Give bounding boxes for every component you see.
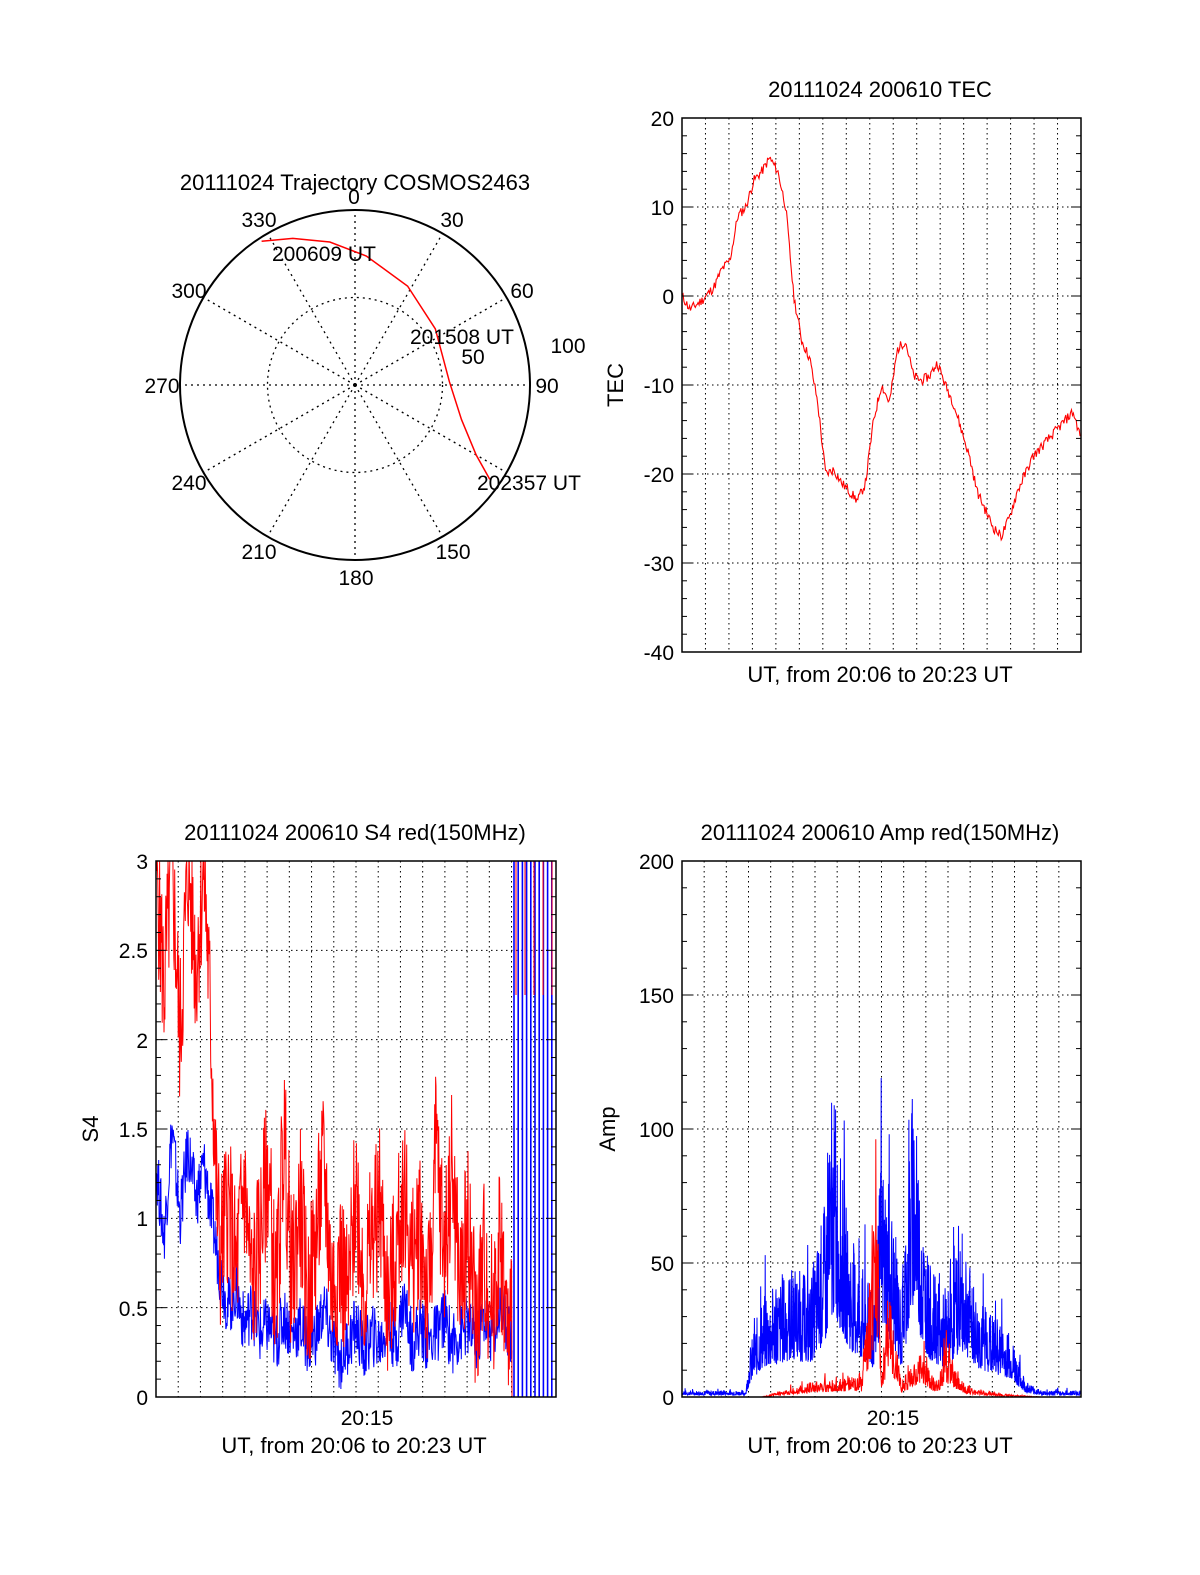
amp-ticks [682, 860, 1081, 1398]
amp-title: 20111024 200610 Amp red(150MHz) [701, 820, 1060, 845]
s4-ytick-3: 3 [136, 851, 148, 874]
polar-spoke-240 [203, 384, 356, 474]
amp-xlabel: UT, from 20:06 to 20:23 UT [747, 1433, 1012, 1458]
s4-ticks [156, 860, 556, 1398]
tec-ylabel: TEC [603, 363, 628, 407]
polar-spoke-30 [354, 233, 444, 386]
tec-ytick-neg40: -40 [644, 642, 674, 665]
s4-ytick-1: 1 [136, 1208, 148, 1231]
annotation-end-time: 202357 UT [477, 472, 581, 495]
azimuth-label-330: 330 [241, 209, 276, 232]
s4-end-stripes [513, 861, 553, 1397]
amp-series-group [681, 1077, 1082, 1399]
tec-ytick-0: 0 [662, 286, 674, 309]
s4-ytick-1.5: 1.5 [119, 1119, 148, 1142]
tec-xlabel: UT, from 20:06 to 20:23 UT [747, 662, 1012, 687]
polar-spoke-330 [266, 233, 356, 386]
azimuth-label-270: 270 [144, 375, 179, 398]
amp-xtick-2015: 20:15 [867, 1407, 920, 1430]
trajectory-polar-plot: 20111024 Trajectory COSMOS2463 0 30 60 9… [144, 170, 585, 590]
s4-series-0 [155, 860, 513, 1398]
amp-ytick-200: 200 [639, 851, 674, 874]
azimuth-label-60: 60 [510, 280, 533, 303]
annotation-mid-time: 201508 UT [410, 326, 514, 349]
s4-ytick-0.5: 0.5 [119, 1298, 148, 1321]
radial-label-100: 100 [550, 335, 585, 358]
s4-ytick-0: 0 [136, 1387, 148, 1410]
polar-spoke-150 [354, 384, 444, 537]
tec-ytick-neg10: -10 [644, 375, 674, 398]
s4-ytick-2.5: 2.5 [119, 940, 148, 963]
amp-ytick-150: 150 [639, 985, 674, 1008]
s4-series-1 [155, 1124, 513, 1390]
s4-xtick-2015: 20:15 [341, 1407, 394, 1430]
azimuth-label-0: 0 [348, 186, 360, 209]
azimuth-label-210: 210 [241, 541, 276, 564]
polar-spokes [180, 210, 530, 560]
tec-ticks [682, 117, 1081, 653]
tec-series-group [681, 156, 1082, 542]
radial-label-50: 50 [461, 346, 484, 369]
trajectory-line [261, 237, 491, 480]
amp-plot: 20111024 200610 Amp red(150MHz) 200 150 … [595, 820, 1082, 1458]
polar-title: 20111024 Trajectory COSMOS2463 [180, 170, 530, 195]
polar-spoke-60 [354, 296, 507, 386]
amp-ylabel: Amp [595, 1106, 620, 1151]
tec-frame [681, 117, 1082, 653]
amp-grid [682, 861, 1081, 1397]
annotation-start-time: 200609 UT [272, 243, 376, 266]
azimuth-label-240: 240 [171, 472, 206, 495]
tec-ytick-neg20: -20 [644, 464, 674, 487]
tec-ytick-10: 10 [651, 197, 674, 220]
amp-ytick-50: 50 [651, 1253, 674, 1276]
tec-title: 20111024 200610 TEC [768, 77, 992, 102]
s4-xlabel: UT, from 20:06 to 20:23 UT [221, 1433, 486, 1458]
azimuth-label-90: 90 [535, 375, 558, 398]
tec-series-0 [681, 156, 1082, 542]
polar-spoke-300 [203, 296, 356, 386]
amp-ytick-100: 100 [639, 1119, 674, 1142]
s4-ylabel: S4 [78, 1116, 103, 1143]
tec-ytick-neg30: -30 [644, 553, 674, 576]
polar-inner-circle [266, 296, 444, 474]
amp-series-0 [681, 1077, 1082, 1398]
azimuth-label-300: 300 [171, 280, 206, 303]
azimuth-label-30: 30 [440, 209, 463, 232]
s4-title: 20111024 200610 S4 red(150MHz) [184, 820, 526, 845]
amp-ytick-0: 0 [662, 1387, 674, 1410]
polar-spoke-120 [354, 384, 507, 474]
s4-series-group [155, 860, 513, 1398]
s4-plot: 20111024 200610 S4 red(150MHz) 3 2.5 2 1… [78, 820, 557, 1458]
tec-grid [682, 118, 1081, 652]
azimuth-label-150: 150 [435, 541, 470, 564]
azimuth-label-180: 180 [338, 567, 373, 590]
polar-spoke-210 [266, 384, 356, 537]
tec-ytick-20: 20 [651, 108, 674, 131]
tec-plot: 20111024 200610 TEC 20 10 0 -10 -20 -30 … [603, 77, 1082, 687]
s4-ytick-2: 2 [136, 1030, 148, 1053]
